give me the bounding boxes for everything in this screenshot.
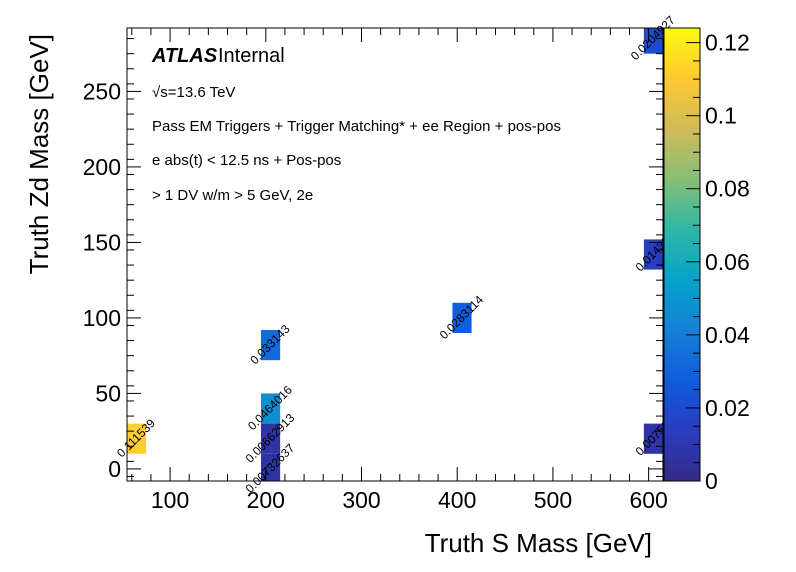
y-tick-label: 100: [83, 305, 121, 331]
y-tick-label: 150: [83, 229, 121, 255]
x-tick-label: 500: [534, 487, 572, 513]
x-axis-ticks: 100 200 300 400 500 600: [131, 28, 668, 513]
x-tick-label: 300: [342, 487, 380, 513]
plot-frame: [126, 27, 664, 482]
colorbar-tick-label: 0.08: [705, 176, 750, 202]
x-tick-label: 600: [629, 487, 667, 513]
y-axis-title: Truth Zd Mass [GeV]: [24, 34, 54, 274]
colorbar-frame: [663, 27, 701, 482]
colorbar-tick-label: 0.02: [705, 395, 750, 421]
heatmap-cell: [261, 330, 281, 361]
colorbar-tick-label: 0.12: [705, 30, 750, 56]
x-tick-label: 200: [247, 487, 285, 513]
x-tick-label: 100: [151, 487, 189, 513]
selection-line-3: > 1 DV w/m > 5 GeV, 2e: [152, 187, 313, 204]
selection-line-1: Pass EM Triggers + Trigger Matching* + e…: [152, 118, 561, 135]
selection-line-2: e abs(t) < 12.5 ns + Pos-pos: [152, 152, 341, 169]
y-tick-label: 200: [83, 154, 121, 180]
y-tick-label: 50: [95, 380, 121, 406]
energy-label: √s=13.6 TeV: [152, 84, 235, 101]
x-tick-label: 400: [438, 487, 476, 513]
colorbar-tick-label: 0.04: [705, 322, 750, 348]
y-axis-ticks: 0 50 100 150 200 250: [83, 38, 663, 482]
colorbar-ticks: 0 0.02 0.04 0.06 0.08 0.1 0.12: [663, 27, 750, 494]
colorbar-tick-label: 0: [705, 468, 718, 494]
y-tick-label: 0: [108, 456, 121, 482]
colorbar-tick-label: 0.1: [705, 103, 737, 129]
heatmap-cell: [261, 423, 281, 454]
colorbar: [664, 28, 700, 481]
atlas-label: ATLAS: [151, 45, 218, 67]
cell-value-label: 0.0283114: [437, 292, 487, 342]
colorbar-tick-label: 0.06: [705, 249, 750, 275]
y-tick-label: 250: [83, 78, 121, 104]
cell-value-label: 0.033143: [247, 322, 293, 368]
heatmap-cell: [452, 302, 472, 334]
heatmap-cell: [261, 393, 281, 424]
internal-label: Internal: [218, 45, 285, 67]
heatmap-cell: [643, 239, 663, 270]
x-axis-title: Truth S Mass [GeV]: [425, 528, 652, 558]
